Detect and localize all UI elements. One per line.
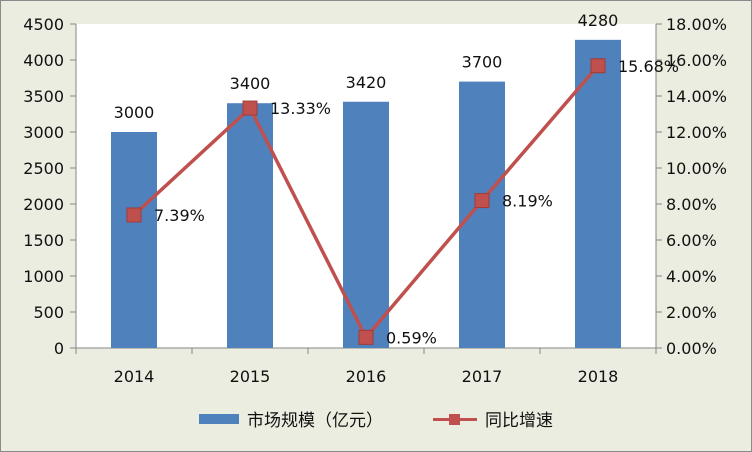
bar-2014 [111,132,157,348]
right-tick-label: 4.00% [666,267,717,286]
left-tick-label: 1500 [23,231,64,250]
left-tick-label: 4500 [23,15,64,34]
left-tick-label: 4000 [23,51,64,70]
right-tick-label: 2.00% [666,303,717,322]
x-tick-label: 2015 [230,367,271,386]
x-tick-label: 2016 [346,367,387,386]
right-tick-label: 6.00% [666,231,717,250]
chart: 0 500 1000 1500 2000 2500 3000 3500 4000 4500 0.00… [23,11,727,386]
legend: 市场规模（亿元） 同比增速 [1,406,751,431]
right-tick-label: 14.00% [666,87,727,106]
legend-item-bar: 市场规模（亿元） [199,406,383,431]
bar-data-label: 3400 [230,74,271,93]
right-tick-label: 10.00% [666,159,727,178]
left-tick-label: 500 [33,303,64,322]
left-tick-label: 3500 [23,87,64,106]
right-tick-label: 8.00% [666,195,717,214]
left-tick-label: 2000 [23,195,64,214]
legend-label-line: 同比增速 [485,411,553,431]
x-tick-label: 2017 [462,367,503,386]
right-tick-label: 0.00% [666,339,717,358]
bar-2016 [343,101,389,348]
bar-data-label: 4280 [578,11,619,30]
right-tick-label: 16.00% [666,51,727,70]
legend-swatch-bar [199,413,239,424]
legend-label-bar: 市场规模（亿元） [247,411,383,431]
bar-data-label: 3000 [114,103,155,122]
line-data-label: 8.19% [502,192,553,211]
left-tick-label: 0 [54,339,64,358]
line-marker-2015 [242,100,258,116]
legend-item-line: 同比增速 [433,406,553,431]
bar-2017 [459,81,505,348]
x-tick-label: 2014 [114,367,155,386]
right-tick-label: 12.00% [666,123,727,142]
bar-data-label: 3700 [462,53,503,72]
line-data-label: 15.68% [618,57,679,76]
line-marker-2017 [474,193,490,209]
left-tick-label: 3000 [23,123,64,142]
bar-2015 [227,103,273,348]
line-marker-2014 [126,207,142,223]
legend-swatch-line [433,413,477,425]
line-data-label: 13.33% [270,99,331,118]
right-tick-label: 18.00% [666,15,727,34]
bar-data-label: 3420 [346,73,387,92]
x-tick-label: 2018 [578,367,619,386]
line-data-label: 7.39% [154,206,205,225]
line-marker-2016 [358,329,374,345]
line-data-label: 0.59% [386,328,437,347]
bar-2018 [575,39,621,349]
left-tick-label: 1000 [23,267,64,286]
left-tick-label: 2500 [23,159,64,178]
line-marker-2018 [590,58,606,74]
